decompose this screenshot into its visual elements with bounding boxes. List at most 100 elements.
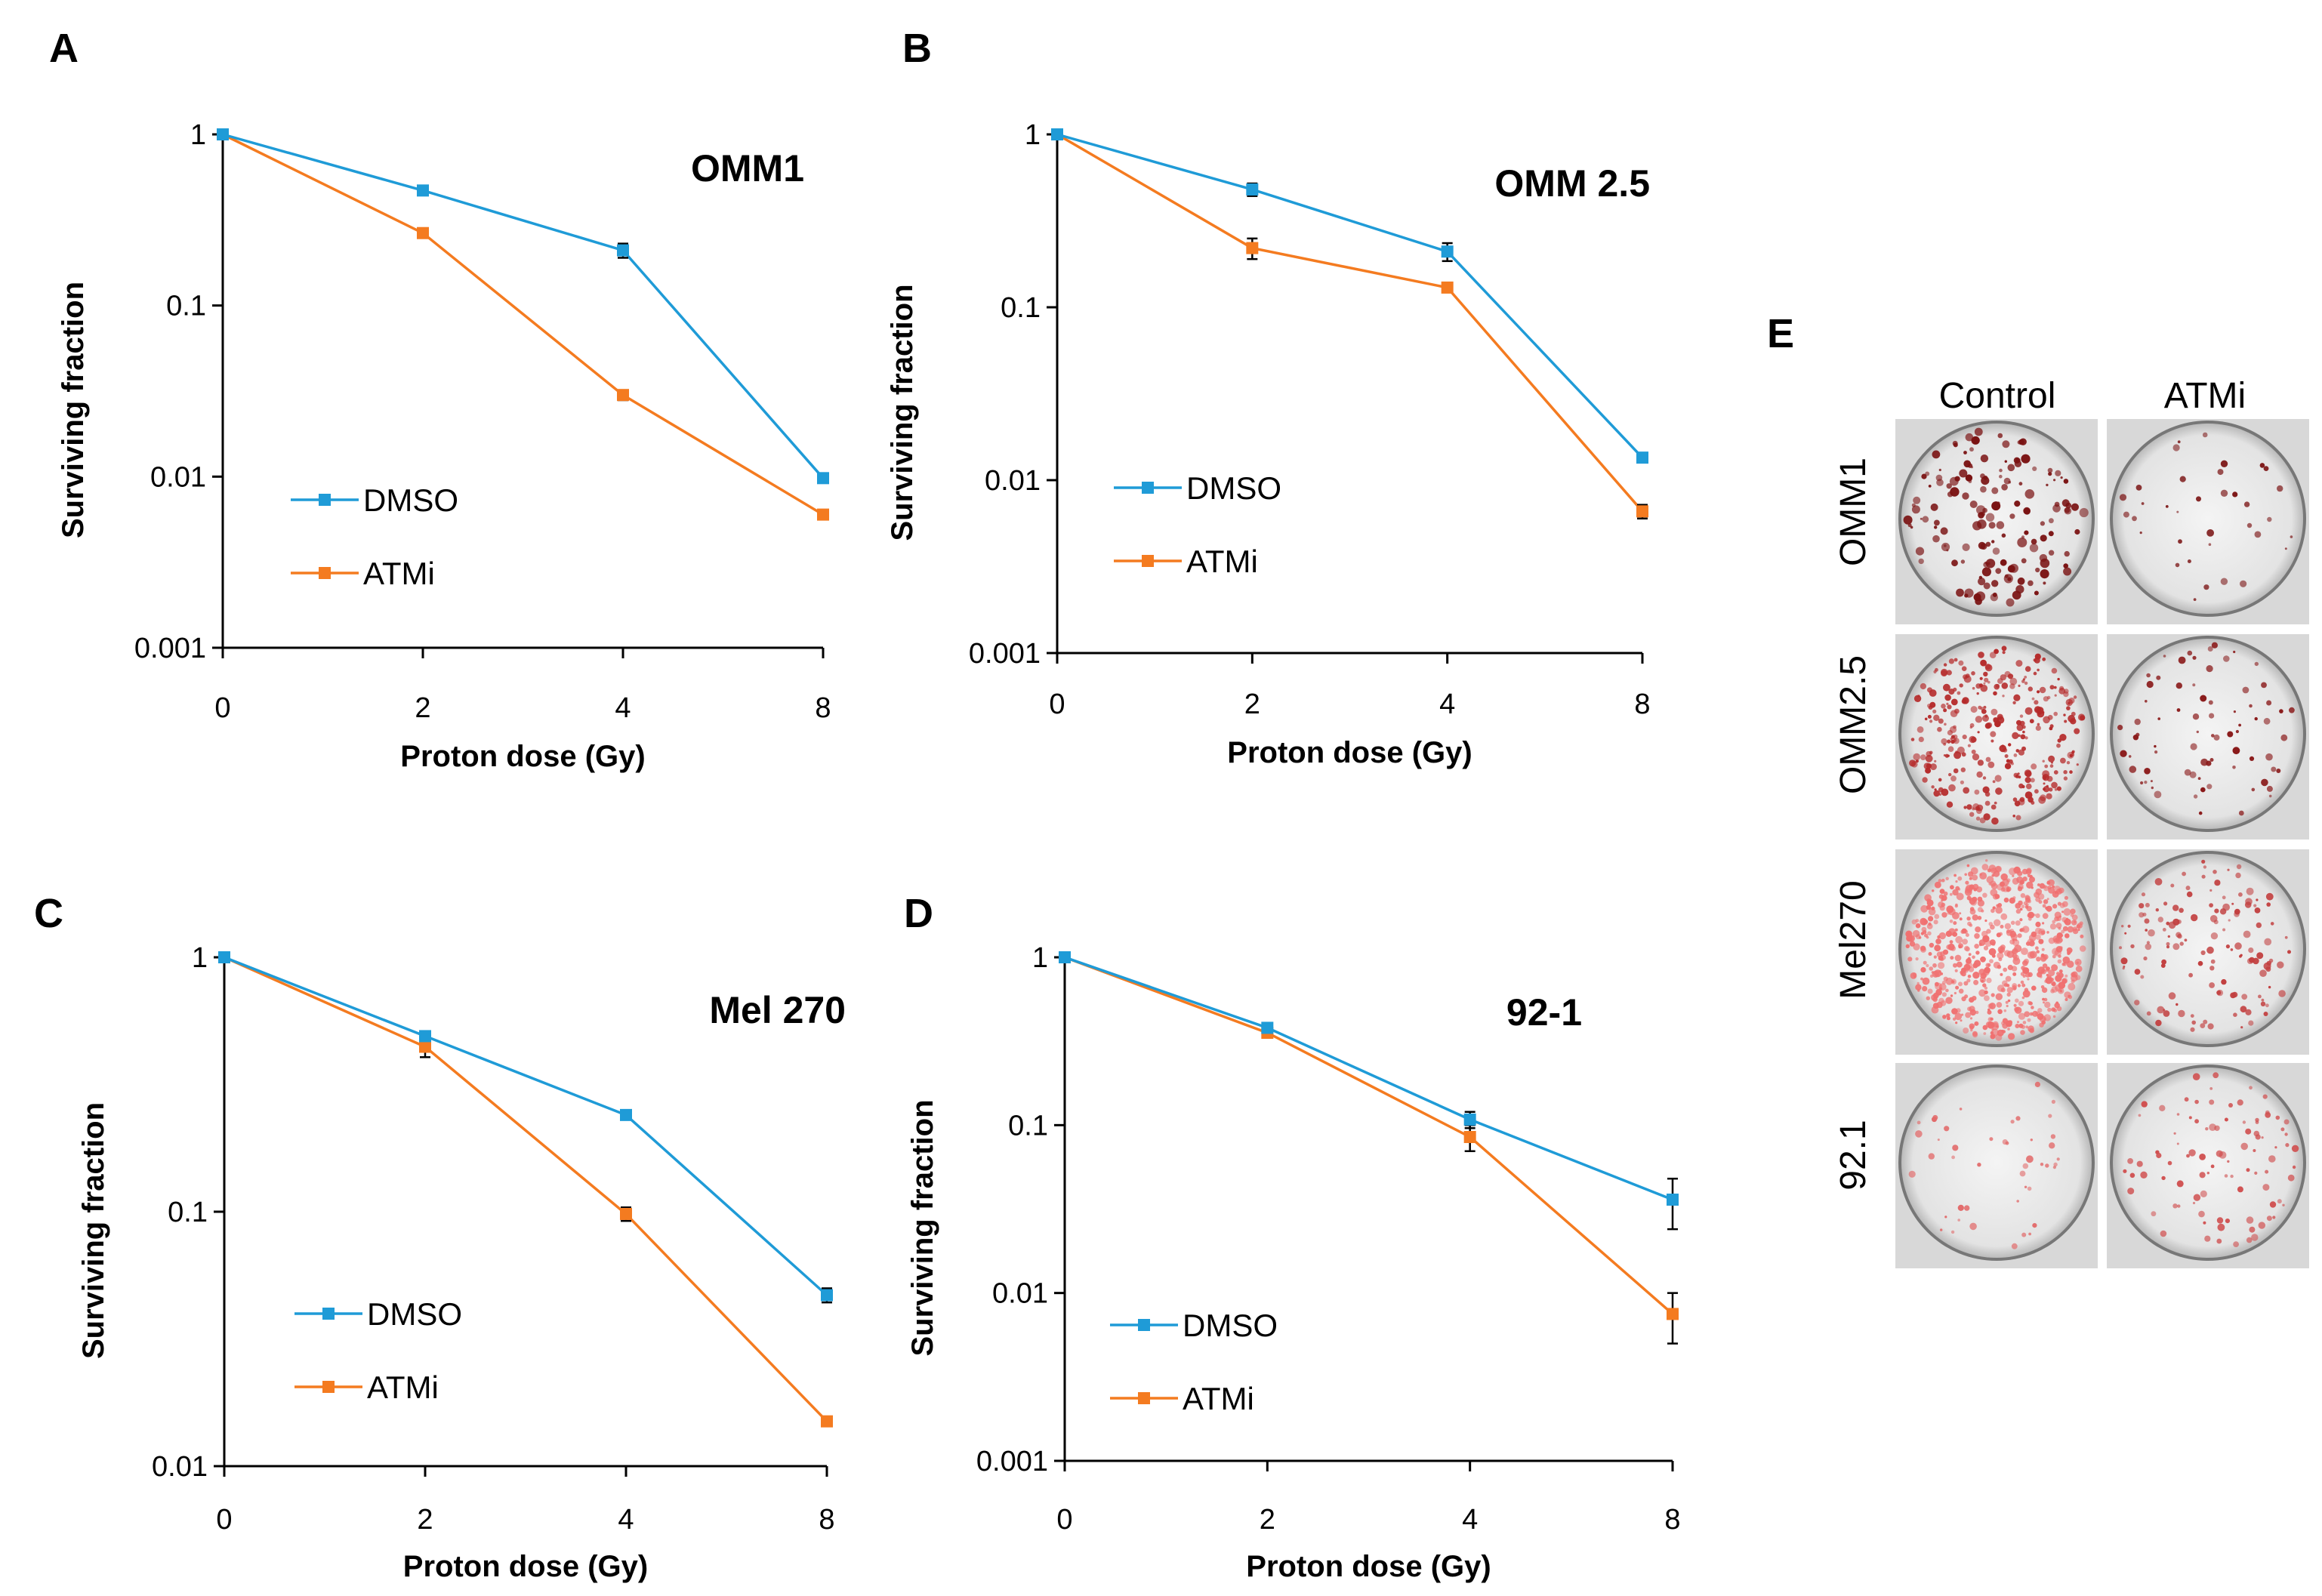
colony-plate-mel270-atmi — [2107, 849, 2309, 1055]
data-point — [1667, 1193, 1679, 1206]
data-point — [1636, 505, 1648, 518]
series-line — [222, 133, 825, 479]
column-header-control: Control — [1939, 376, 2056, 416]
x-tick-label: 8 — [1664, 1504, 1680, 1536]
legend-entry-dmso: DMSO — [294, 1296, 462, 1332]
chart-panel-a: A OMM1 1 0.1 0.01 0.001 0 2 4 8 Proton dose (Gy) Su… — [49, 26, 831, 773]
y-tick-label: 1 — [1032, 942, 1048, 974]
panel-label: B — [902, 26, 932, 71]
x-tick-label: 0 — [216, 1504, 232, 1536]
y-tick-label: 0.001 — [976, 1446, 1048, 1477]
x-tick-label: 2 — [415, 692, 430, 724]
data-point — [821, 1289, 833, 1302]
legend-label: ATMi — [367, 1370, 439, 1405]
series-atmi — [1059, 951, 1679, 1345]
data-point — [218, 951, 230, 963]
data-point — [419, 1040, 431, 1053]
y-tick-label: 0.001 — [969, 638, 1041, 670]
series-line — [1064, 956, 1673, 1201]
x-axis-label: Proton dose (Gy) — [1227, 736, 1472, 769]
data-point — [1463, 1113, 1476, 1126]
y-axis-label: Surviving fraction — [886, 284, 919, 541]
data-point — [1261, 1021, 1274, 1034]
colony-plate-mel270-control — [1895, 849, 2098, 1055]
x-tick-label: 0 — [1056, 1504, 1072, 1536]
chart-panel-d: D 92-1 1 0.1 0.01 0.001 0 2 4 8 Proton dose (Gy) Su… — [904, 891, 1681, 1583]
series-dmso — [217, 128, 829, 485]
plates-grid — [1895, 419, 2309, 1268]
colony-plate-omm1-atmi — [2107, 419, 2309, 624]
colony-plate-92-1-atmi — [2107, 1063, 2309, 1268]
row-label-mel270: Mel270 — [1833, 880, 1873, 999]
legend-marker — [319, 567, 331, 579]
data-point — [1636, 451, 1648, 464]
row-label-omm2-5: OMM2.5 — [1833, 655, 1873, 794]
y-tick-label: 1 — [192, 942, 208, 974]
charts-layer: A OMM1 1 0.1 0.01 0.001 0 2 4 8 Proton dose (Gy) Su… — [34, 26, 1681, 1583]
series-atmi — [218, 951, 833, 1428]
y-tick-label: 0.1 — [1008, 1110, 1048, 1142]
x-axis-label: Proton dose (Gy) — [1246, 1550, 1491, 1583]
y-axis-label: Surviving fraction — [77, 1102, 110, 1359]
chart-title: 92-1 — [1506, 991, 1582, 1034]
x-tick-label: 2 — [1244, 689, 1260, 720]
legend-marker — [322, 1308, 335, 1320]
x-tick-label: 2 — [417, 1504, 433, 1536]
series-line — [1056, 133, 1644, 459]
series-line — [224, 956, 828, 1296]
data-point — [620, 1207, 632, 1220]
legend-marker — [319, 494, 331, 506]
y-tick-label: 0.01 — [152, 1451, 208, 1483]
legend-label: DMSO — [367, 1296, 462, 1332]
colony-plate-omm2-5-control — [1895, 634, 2098, 840]
series-dmso — [218, 951, 833, 1304]
legend-marker — [322, 1381, 335, 1393]
y-tick-label: 0.1 — [1001, 292, 1041, 324]
legend-label: ATMi — [363, 556, 435, 591]
data-point — [1051, 128, 1063, 140]
chart-title: OMM1 — [691, 147, 804, 189]
x-tick-label: 4 — [1462, 1504, 1478, 1536]
panel-label: A — [49, 26, 79, 71]
series-line — [222, 133, 824, 516]
data-point — [1059, 951, 1071, 963]
y-axis-label: Surviving fraction — [57, 282, 90, 538]
colony-plate-92-1-control — [1895, 1063, 2098, 1268]
data-point — [817, 508, 829, 521]
y-tick-label: 0.001 — [134, 633, 206, 664]
row-label-omm1: OMM1 — [1833, 458, 1873, 566]
x-tick-label: 8 — [815, 692, 831, 724]
column-header-atmi: ATMi — [2164, 376, 2246, 416]
y-tick-label: 0.1 — [168, 1197, 208, 1228]
x-tick-label: 4 — [618, 1504, 634, 1536]
x-tick-label: 8 — [1634, 689, 1650, 720]
chart-panel-c: C Mel 270 1 0.1 0.010 2 4 8 Proton dose (Gy) Surv… — [34, 891, 846, 1583]
y-tick-label: 1 — [190, 119, 206, 151]
data-point — [1441, 281, 1454, 294]
y-tick-label: 0.01 — [992, 1278, 1048, 1310]
legend-entry-atmi: ATMi — [291, 556, 435, 591]
panel-e-label: E — [1767, 311, 1794, 356]
series-line — [1064, 956, 1674, 1315]
data-point — [1463, 1131, 1476, 1144]
legend-marker — [1138, 1392, 1150, 1404]
data-point — [817, 472, 829, 485]
row-label-92-1: 92.1 — [1833, 1120, 1873, 1190]
x-axis-label: Proton dose (Gy) — [403, 1550, 648, 1583]
series-dmso — [1051, 128, 1648, 464]
colony-plate-omm2-5-atmi — [2107, 634, 2309, 840]
y-tick-label: 1 — [1025, 119, 1041, 151]
data-point — [1667, 1308, 1679, 1320]
series-dmso — [1059, 951, 1679, 1231]
x-tick-label: 4 — [615, 692, 631, 724]
legend-entry-dmso: DMSO — [291, 482, 458, 518]
panel-label: D — [904, 891, 933, 936]
data-point — [419, 1030, 431, 1043]
legend-label: DMSO — [1183, 1308, 1278, 1343]
data-point — [1246, 183, 1259, 196]
legend-label: ATMi — [1186, 544, 1258, 579]
chart-title: OMM 2.5 — [1494, 162, 1650, 205]
colony-plate-omm1-control — [1895, 419, 2098, 624]
data-point — [1441, 245, 1454, 258]
